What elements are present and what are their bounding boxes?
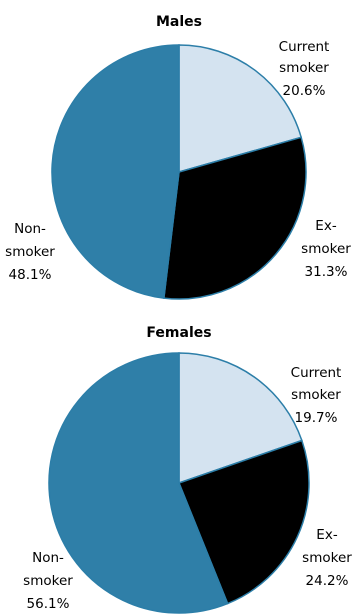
- females-label-ex-smoker-value: 24.2%: [306, 573, 349, 589]
- males-label-current-smoker-line2: smoker: [279, 60, 329, 76]
- females-label-ex-smoker-line1: Ex-: [316, 527, 338, 543]
- males-chart: Males Current smoker 20.6% Ex- smoker 31…: [5, 14, 351, 300]
- females-chart-title: Females: [146, 325, 211, 341]
- females-label-non-smoker: Non- smoker 56.1%: [23, 550, 73, 612]
- males-label-non-smoker: Non- smoker 48.1%: [5, 221, 55, 283]
- females-chart: Females Current smoker 19.7% Ex- smoker …: [23, 325, 352, 614]
- females-label-ex-smoker-line2: smoker: [302, 550, 352, 566]
- females-label-ex-smoker: Ex- smoker 24.2%: [302, 527, 352, 589]
- females-label-current-smoker-line2: smoker: [291, 387, 341, 403]
- males-slice-ex-smoker: [163, 136, 307, 300]
- males-chart-title: Males: [156, 14, 202, 30]
- females-label-current-smoker: Current smoker 19.7%: [291, 365, 342, 426]
- males-label-ex-smoker-line2: smoker: [301, 241, 351, 257]
- males-label-non-smoker-line1: Non-: [14, 221, 46, 237]
- males-slice-non-smoker: [51, 44, 180, 299]
- females-label-current-smoker-value: 19.7%: [295, 410, 338, 426]
- males-label-current-smoker: Current smoker 20.6%: [279, 39, 330, 99]
- males-label-ex-smoker-value: 31.3%: [305, 264, 348, 280]
- males-slice-current-smoker: [178, 44, 303, 173]
- males-label-current-smoker-value: 20.6%: [283, 83, 326, 99]
- males-label-non-smoker-line2: smoker: [5, 244, 55, 260]
- males-label-ex-smoker: Ex- smoker 31.3%: [301, 218, 351, 280]
- females-label-non-smoker-line2: smoker: [23, 573, 73, 589]
- females-label-current-smoker-line1: Current: [291, 365, 342, 381]
- females-label-non-smoker-line1: Non-: [32, 550, 64, 566]
- males-label-non-smoker-value: 48.1%: [9, 267, 52, 283]
- males-label-ex-smoker-line1: Ex-: [315, 218, 337, 234]
- males-label-current-smoker-line1: Current: [279, 39, 330, 55]
- females-label-non-smoker-value: 56.1%: [27, 596, 70, 612]
- females-slice-non-smoker: [48, 352, 229, 614]
